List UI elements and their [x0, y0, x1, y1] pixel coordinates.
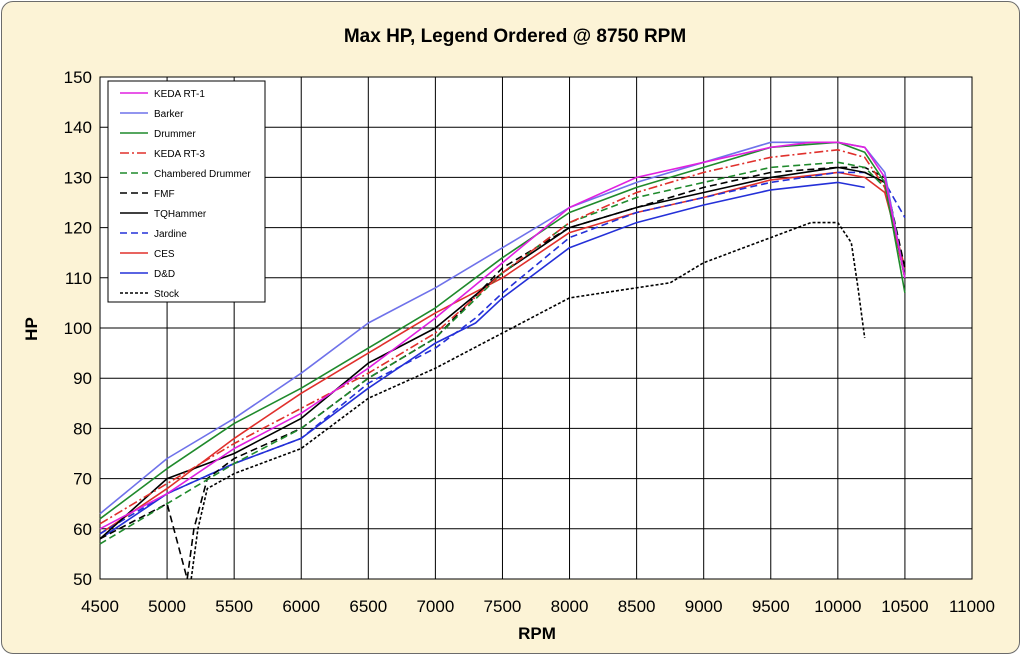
- x-tick-label: 7000: [416, 597, 454, 616]
- y-tick-label: 130: [64, 168, 92, 187]
- y-tick-label: 60: [73, 520, 92, 539]
- series-line-chambered-drummer: [99, 161, 906, 545]
- y-tick-label: 110: [65, 269, 92, 288]
- y-tick-label: 50: [73, 570, 92, 589]
- x-tick-label: 10000: [814, 597, 861, 616]
- series-line-drummer: [99, 141, 906, 520]
- x-tick-label: 9000: [685, 597, 723, 616]
- x-tick-label: 8000: [551, 597, 589, 616]
- y-tick-label: 80: [73, 419, 92, 438]
- series-line-stock: [190, 221, 866, 580]
- series-line-tqhammer: [99, 166, 906, 540]
- x-tick-label: 10500: [881, 597, 928, 616]
- legend-label: D&D: [154, 269, 175, 280]
- legend-label: FMF: [154, 189, 175, 200]
- x-tick-label: 5500: [215, 597, 253, 616]
- x-tick-label: 7500: [484, 597, 522, 616]
- x-tick-label: 11000: [949, 597, 995, 616]
- series-line-keda-rt-1: [99, 141, 906, 530]
- legend-label: Chambered Drummer: [154, 169, 251, 180]
- x-tick-label: 6000: [282, 597, 320, 616]
- legend-box: [107, 80, 266, 303]
- legend-label: KEDA RT-3: [154, 149, 205, 160]
- legend-label: Drummer: [154, 129, 196, 140]
- series-line-d-d: [99, 181, 865, 540]
- y-tick-label: 70: [73, 470, 92, 489]
- series-line-ces: [99, 171, 906, 535]
- series-line-jardine: [99, 171, 906, 535]
- x-tick-label: 4500: [81, 597, 119, 616]
- legend-label: Jardine: [154, 229, 187, 240]
- x-tick-labels: 4500 5000 5500 6000 6500 7000 7500 8000 8500 9000…: [81, 597, 995, 616]
- x-tick-label: 8500: [618, 597, 656, 616]
- legend-label: Stock: [154, 289, 180, 300]
- x-axis-label: RPM: [518, 624, 556, 643]
- series-line-keda-rt-3: [99, 149, 906, 525]
- legend-label: TQHammer: [154, 209, 207, 220]
- series-lines: [99, 141, 906, 580]
- legend: KEDA RT-1 Barker Drummer KEDA RT-3 Chambered…: [107, 80, 266, 303]
- chart-title: Max HP, Legend Ordered @ 8750 RPM: [344, 26, 686, 47]
- legend-label: Barker: [154, 109, 184, 120]
- y-tick-label: 150: [64, 68, 92, 87]
- y-tick-labels: 50 60 70 80 90 100 110 120 130 140 150: [64, 68, 92, 589]
- y-axis-label: HP: [22, 317, 41, 341]
- legend-label: KEDA RT-1: [154, 89, 205, 100]
- x-tick-label: 9500: [752, 597, 790, 616]
- y-tick-label: 100: [64, 319, 92, 338]
- y-tick-label: 140: [64, 118, 92, 137]
- y-tick-label: 120: [64, 219, 92, 238]
- y-tick-label: 90: [73, 369, 92, 388]
- x-tick-label: 6500: [349, 597, 387, 616]
- x-tick-label: 5000: [148, 597, 186, 616]
- legend-label: CES: [154, 249, 175, 260]
